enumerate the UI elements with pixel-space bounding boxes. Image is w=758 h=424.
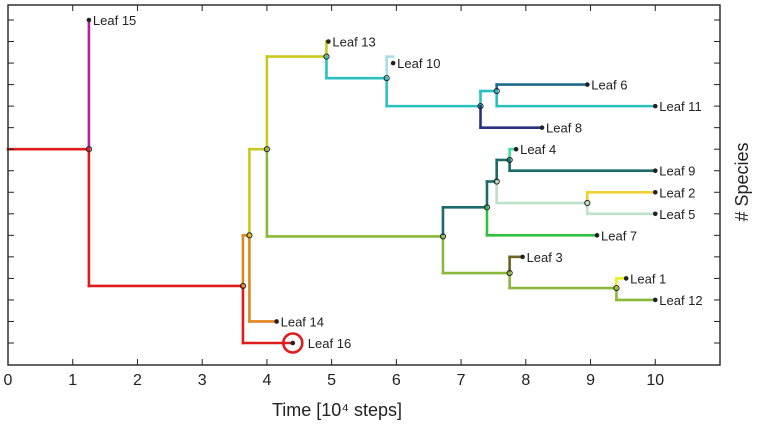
split-node [493, 178, 500, 185]
x-tick-label: 3 [198, 372, 207, 389]
leaf-label: Leaf 10 [397, 56, 440, 71]
leaf-label: Leaf 3 [527, 250, 563, 265]
leaf-node [652, 189, 658, 195]
leaf-node [652, 103, 658, 109]
x-tick-label: 0 [4, 372, 13, 389]
split-node [493, 87, 500, 95]
leaf-label: Leaf 14 [281, 314, 324, 329]
leaf-node [513, 146, 519, 152]
x-tick-label: 7 [457, 372, 466, 389]
branch-layer [6, 18, 657, 345]
x-tick-label: 10 [646, 372, 664, 389]
plot-frame [7, 4, 721, 366]
highlight-ring [281, 332, 304, 354]
x-tick-label: 9 [586, 372, 595, 389]
leaf-label: Leaf 2 [659, 185, 695, 200]
leaf-label: Leaf 11 [659, 99, 701, 114]
x-tick-label: 2 [133, 372, 142, 389]
leaf-node [652, 168, 658, 174]
leaf-node [86, 17, 92, 23]
split-node [506, 156, 513, 164]
leaf-node [290, 340, 296, 346]
leaf-label: Leaf 9 [659, 164, 695, 179]
split-node-layer [85, 53, 620, 292]
leaf-label: Leaf 6 [591, 78, 627, 93]
split-node [239, 282, 247, 290]
leaf-label: Leaf 7 [601, 228, 637, 243]
leaf-label: Leaf 5 [659, 207, 695, 222]
axes-box [7, 4, 721, 366]
split-node [584, 199, 591, 207]
x-tick-layer: 0 1 2 3 4 5 6 7 8 9 10 [4, 5, 664, 389]
leaf-node [274, 319, 279, 324]
split-node [477, 103, 484, 110]
split-node [263, 146, 271, 153]
x-tick-label: 1 [68, 372, 77, 389]
leaf-node [390, 60, 396, 66]
leaf-node [539, 125, 545, 130]
leaf-node [326, 39, 331, 44]
leaf-label: Leaf 12 [659, 293, 702, 308]
split-node [246, 232, 253, 239]
leaf-layer: Leaf 15 Leaf 13 Leaf 10 Leaf 6 Leaf 11 Leaf 8… [86, 13, 703, 354]
split-node [439, 233, 447, 240]
x-tick-label: 4 [262, 372, 271, 389]
split-node [383, 75, 390, 82]
leaf-node [652, 297, 658, 303]
leaf-node [623, 276, 629, 281]
leaf-node [520, 254, 525, 260]
split-node [85, 146, 93, 153]
split-node [613, 284, 620, 292]
leaf-node [585, 82, 590, 87]
leaf-label: Leaf 4 [520, 142, 556, 157]
x-axis-title: Time [10⁴ steps] [272, 400, 402, 420]
x-tick-label: 5 [327, 372, 336, 389]
y-tick-layer [8, 19, 720, 344]
leaf-label: Leaf 8 [546, 121, 582, 136]
leaf-label: Leaf 13 [332, 35, 375, 50]
leaf-node [594, 233, 600, 238]
x-tick-label: 8 [521, 372, 530, 389]
split-node [506, 269, 513, 277]
leaf-label: Leaf 15 [93, 13, 136, 28]
leaf-label: Leaf 16 [308, 336, 351, 351]
y-axis-title: # Species [732, 142, 752, 221]
leaf-node [652, 211, 658, 217]
x-tick-label: 6 [392, 372, 401, 389]
split-node [323, 53, 330, 60]
split-node [483, 204, 491, 211]
leaf-label: Leaf 1 [630, 271, 666, 286]
